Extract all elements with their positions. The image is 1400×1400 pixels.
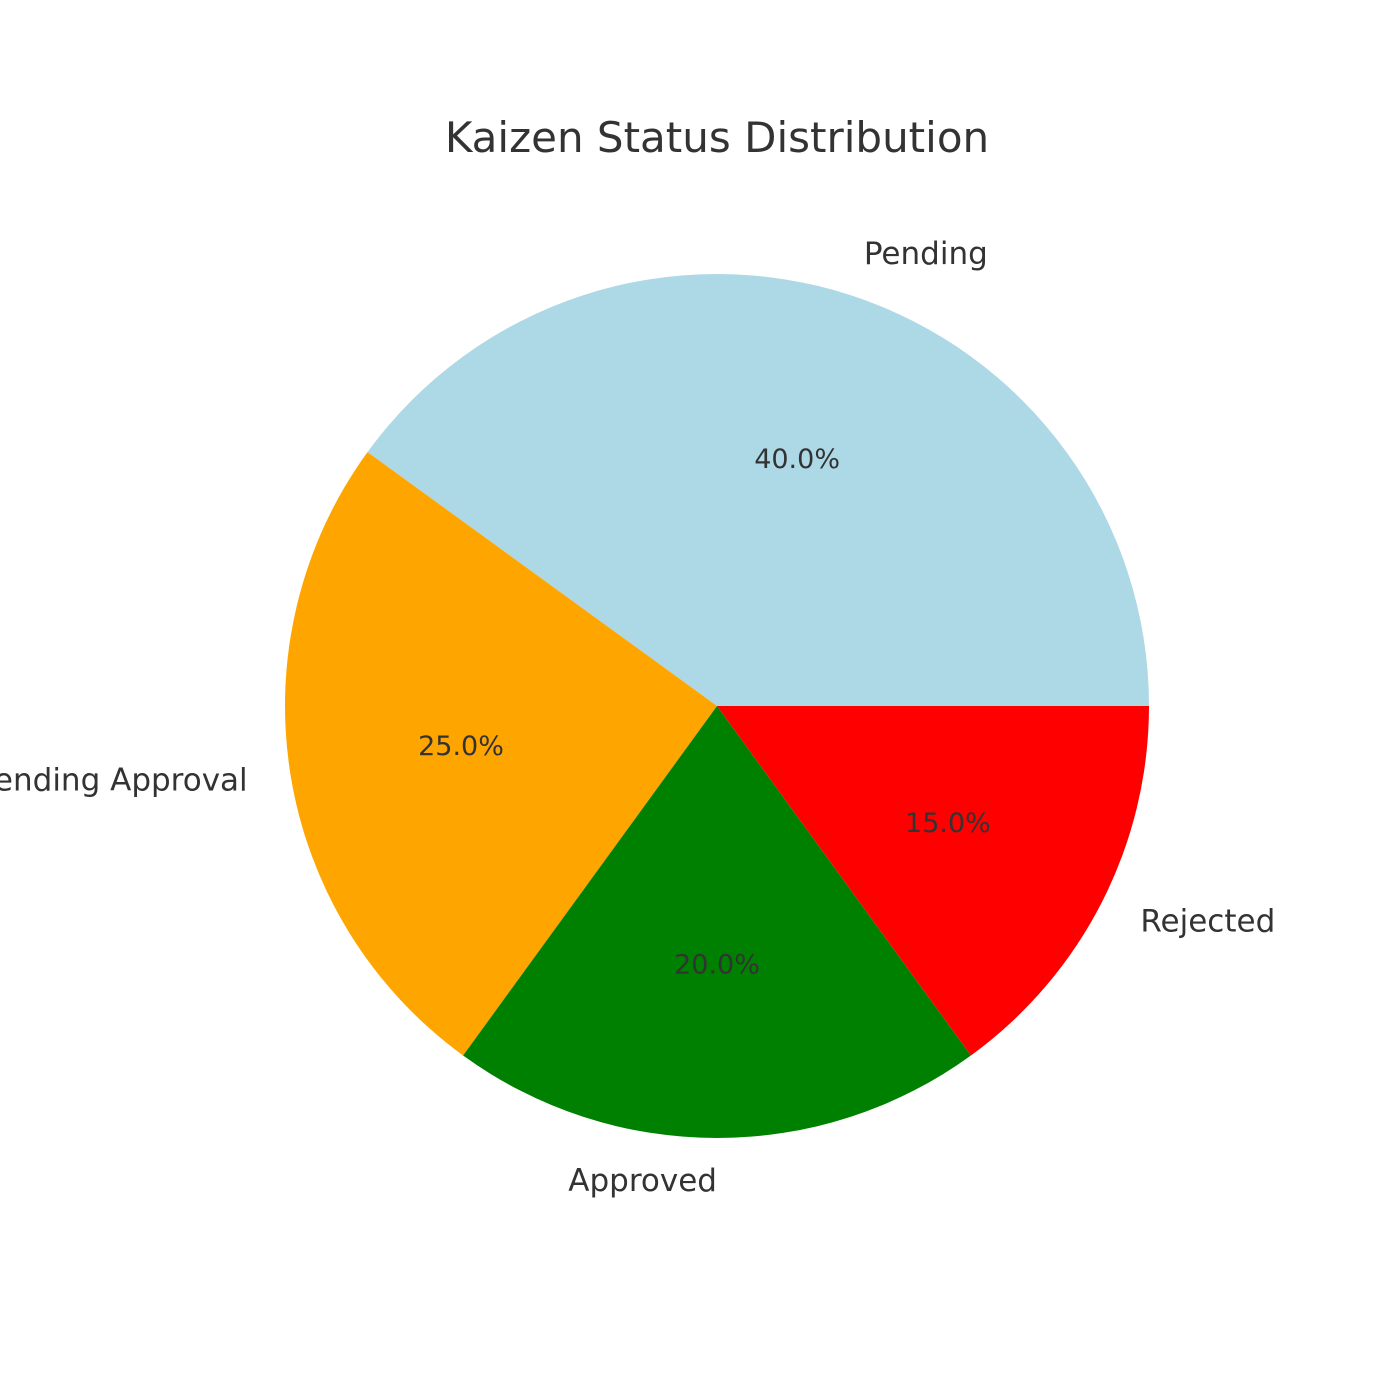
slice-percent-pending: 40.0% <box>754 444 840 475</box>
slice-percent-pending-approval: 25.0% <box>418 731 504 762</box>
slice-label-pending-approval: Pending Approval <box>0 762 248 798</box>
slice-percent-rejected: 15.0% <box>905 808 991 839</box>
chart-title: Kaizen Status Distribution <box>445 113 989 162</box>
pie-slice-pending-approval <box>284 452 717 1056</box>
pie-slices <box>284 273 1150 1138</box>
slice-label-pending: Pending <box>864 236 988 272</box>
slice-label-rejected: Rejected <box>1140 904 1275 940</box>
slice-percent-approved: 20.0% <box>674 950 760 981</box>
pie-slice-approved <box>463 706 971 1138</box>
slice-label-approved: Approved <box>568 1163 717 1199</box>
pie-slice-pending <box>367 273 1150 706</box>
pie-labels: Pending 40.0% Pending Approval 25.0% Approve… <box>0 236 1275 1199</box>
pie-slice-rejected <box>717 706 1149 1056</box>
